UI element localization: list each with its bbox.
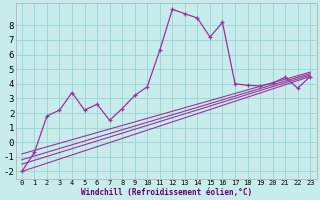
- X-axis label: Windchill (Refroidissement éolien,°C): Windchill (Refroidissement éolien,°C): [81, 188, 252, 197]
